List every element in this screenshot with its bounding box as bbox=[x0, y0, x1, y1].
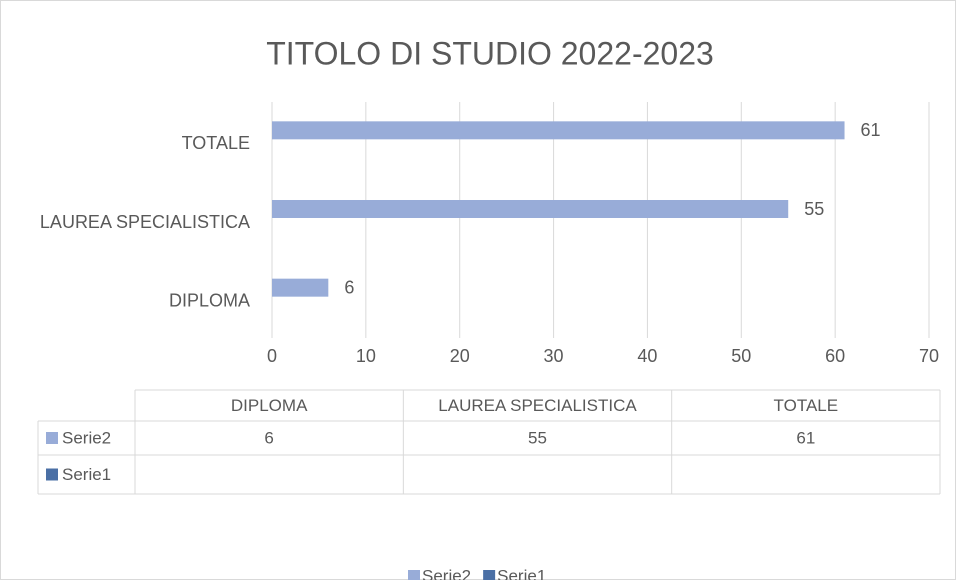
table-cell: 6 bbox=[264, 428, 273, 447]
x-tick-label: 40 bbox=[637, 346, 657, 366]
data-label: 6 bbox=[344, 277, 354, 297]
legend-key bbox=[408, 570, 420, 580]
bar bbox=[272, 278, 329, 297]
table-series-name: Serie2 bbox=[62, 428, 111, 447]
y-tick-label: DIPLOMA bbox=[169, 290, 250, 310]
x-tick-label: 10 bbox=[356, 346, 376, 366]
legend-label: Serie2 bbox=[422, 566, 471, 580]
legend-label: Serie1 bbox=[497, 566, 546, 580]
table-legend-key bbox=[46, 468, 58, 481]
x-tick-label: 70 bbox=[919, 346, 939, 366]
y-tick-label: LAUREA SPECIALISTICA bbox=[40, 212, 250, 232]
x-tick-label: 30 bbox=[544, 346, 564, 366]
table-legend-key bbox=[46, 432, 58, 444]
bar bbox=[272, 121, 845, 140]
x-tick-label: 20 bbox=[450, 346, 470, 366]
x-tick-label: 0 bbox=[267, 346, 277, 366]
chart-title: TITOLO DI STUDIO 2022-2023 bbox=[266, 35, 714, 71]
bar bbox=[272, 200, 789, 218]
y-tick-label: TOTALE bbox=[182, 133, 250, 153]
data-label: 61 bbox=[861, 120, 881, 140]
table-cell: 61 bbox=[796, 428, 815, 447]
table-cell: 55 bbox=[528, 428, 547, 447]
data-label: 55 bbox=[804, 199, 824, 219]
table-header: TOTALE bbox=[774, 396, 839, 415]
x-tick-label: 50 bbox=[731, 346, 751, 366]
table-header: LAUREA SPECIALISTICA bbox=[438, 396, 637, 415]
table-series-name: Serie1 bbox=[62, 465, 111, 484]
table-header: DIPLOMA bbox=[231, 396, 308, 415]
legend-key bbox=[483, 570, 496, 580]
x-tick-label: 60 bbox=[825, 346, 845, 366]
